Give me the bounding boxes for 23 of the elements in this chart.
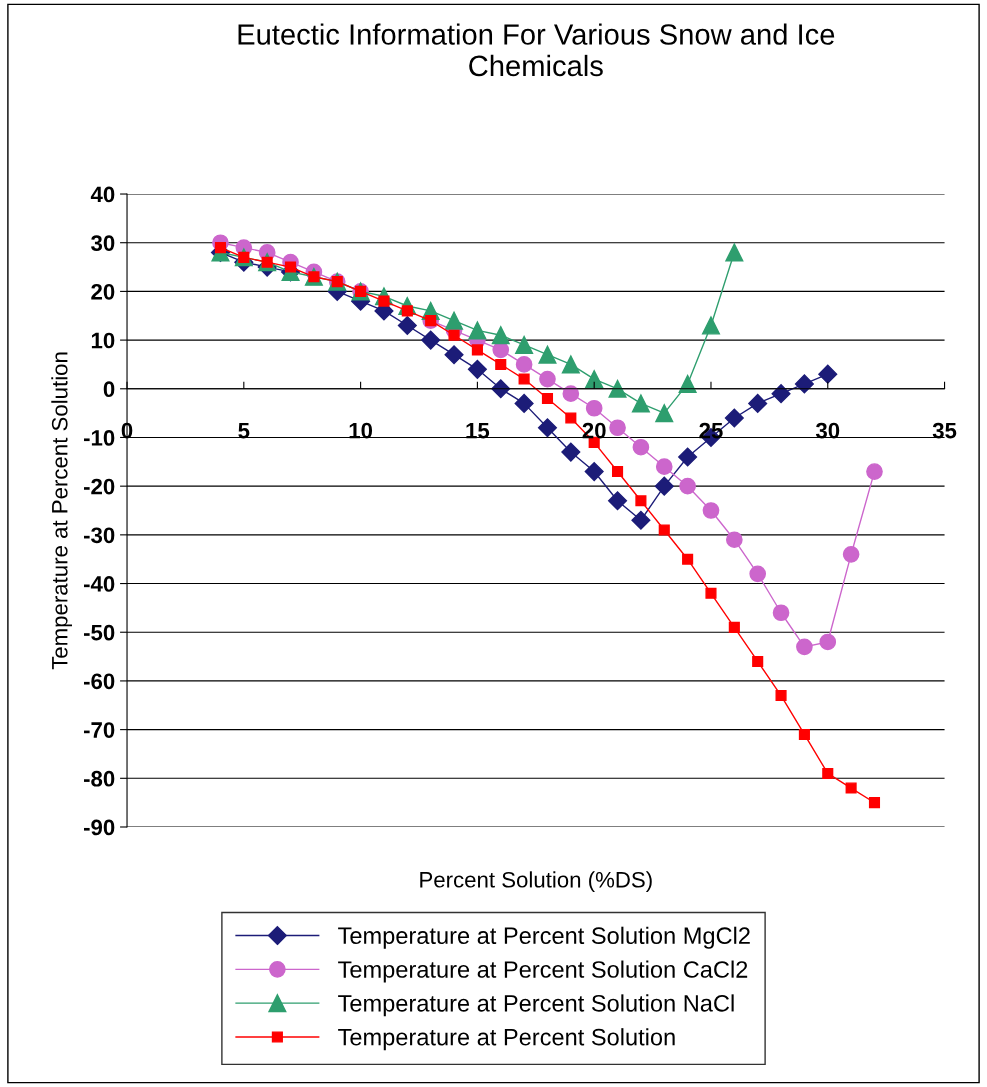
x-tick-label: 20 <box>582 422 606 439</box>
y-tick-label: -40 <box>83 576 115 592</box>
y-tick-label: 20 <box>91 283 115 300</box>
y-tick-label: 10 <box>91 332 115 349</box>
y-tick-label: -80 <box>83 770 115 787</box>
y-tick-label: 30 <box>91 235 115 252</box>
legend-label: Temperature at Percent Solution <box>338 1028 675 1051</box>
y-tick-label: -70 <box>83 722 115 738</box>
x-tick-label: 35 <box>932 422 957 439</box>
y-tick-label: 0 <box>103 381 115 398</box>
y-tick-label: -90 <box>83 819 115 836</box>
legend-label: Temperature at Percent Solution MgCl2 <box>338 926 750 949</box>
y-tick-label: 40 <box>90 186 115 203</box>
y-tick-label: -30 <box>83 527 115 544</box>
legend-label: Temperature at Percent Solution CaCl2 <box>338 960 748 983</box>
chart-title: Eutectic Information For Various Snow and Ice Chemicals <box>238 23 835 77</box>
y-tick-label: -20 <box>83 478 115 495</box>
y-tick-label: -50 <box>83 624 115 641</box>
y-tick-label: -10 <box>83 430 115 446</box>
y-tick-label: -60 <box>83 673 115 690</box>
legend-label: Temperature at Percent Solution NaCl <box>338 994 734 1017</box>
x-axis-title: Percent Solution (%DS) <box>420 871 652 892</box>
y-axis-title: Temperature at Percent Solution <box>51 352 72 670</box>
